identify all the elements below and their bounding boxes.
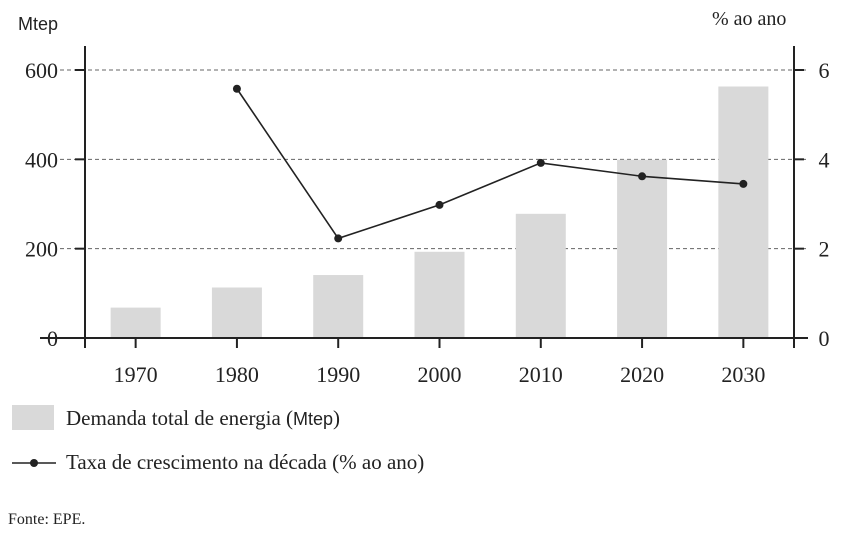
bar	[414, 251, 465, 338]
bar	[718, 86, 769, 338]
legend-line-close: )	[417, 450, 425, 474]
growth-line	[236, 88, 744, 240]
legend-bar-swatch	[12, 405, 54, 430]
legend-bar-close: )	[333, 406, 341, 430]
legend-bar-label: Demanda total de energia (Mtep)	[66, 406, 340, 431]
legend-line-unit: % ao ano	[339, 450, 418, 474]
right-tick-label: 4	[819, 147, 830, 172]
bar	[211, 287, 262, 338]
left-tick-label: 200	[25, 237, 58, 262]
legend-line-text: Taxa de crescimento na década (	[66, 450, 340, 474]
grid-lines	[60, 69, 808, 250]
x-tick-label: 1990	[316, 362, 360, 387]
growth-point	[232, 84, 241, 93]
source-note: Fonte: EPE.	[8, 511, 86, 528]
axes	[40, 46, 808, 348]
legend-line-swatch	[12, 459, 56, 467]
left-tick-label: 0	[47, 326, 58, 351]
legend-line-label: Taxa de crescimento na década (% ao ano)	[66, 450, 424, 475]
x-tick-label: 2000	[418, 362, 462, 387]
growth-point	[435, 200, 444, 209]
x-tick-label: 2020	[620, 362, 664, 387]
x-tick-label: 2030	[721, 362, 765, 387]
bar-series	[110, 86, 769, 338]
legend-bar-text: Demanda total de energia (	[66, 406, 294, 430]
bar	[515, 213, 566, 338]
x-tick-label: 1980	[215, 362, 259, 387]
growth-point	[638, 172, 647, 181]
legend-bar-unit: Mtep	[293, 409, 334, 429]
left-tick-label: 600	[25, 58, 58, 83]
x-tick-label: 2010	[519, 362, 563, 387]
bar	[313, 275, 364, 338]
right-tick-label: 6	[819, 58, 830, 83]
left-tick-label: 400	[25, 147, 58, 172]
bar	[617, 159, 668, 338]
right-tick-label: 0	[819, 326, 830, 351]
growth-point	[739, 179, 748, 188]
left-axis-unit: Mtep	[18, 14, 59, 34]
growth-point	[334, 234, 343, 243]
x-tick-label: 1970	[114, 362, 158, 387]
tick-labels: 0 200 400 600 0 2 4 6 1970 1980 1990 2000 2010 2020 20…	[25, 58, 830, 387]
line-series	[232, 84, 748, 243]
bar	[110, 307, 161, 338]
right-axis-unit: % ao ano	[712, 8, 787, 30]
right-tick-label: 2	[819, 237, 830, 262]
growth-point	[536, 158, 545, 167]
